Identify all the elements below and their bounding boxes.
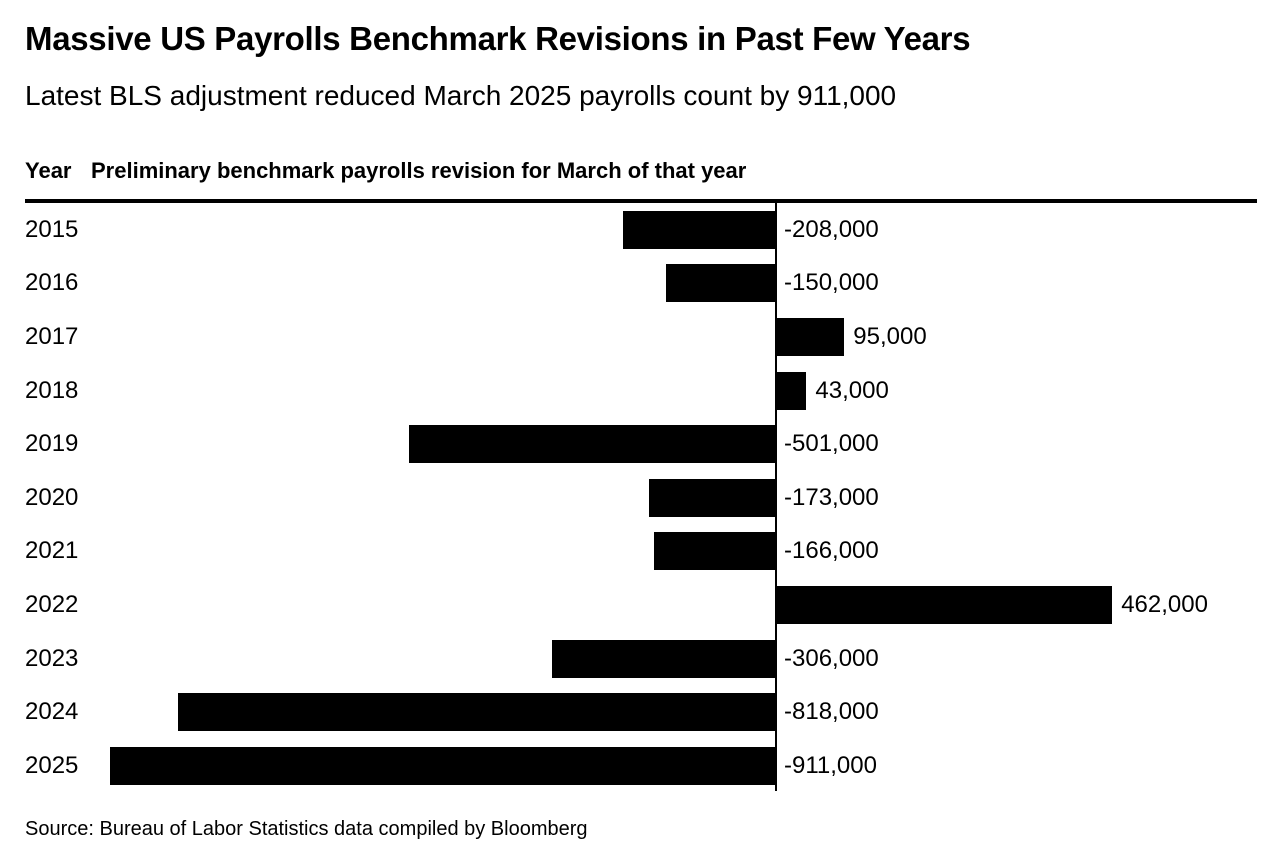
chart-row-2015: 2015 -208,000 (25, 203, 1257, 257)
bar-plot-area: -306,000 (110, 639, 1257, 678)
year-column-header: Year (25, 158, 72, 183)
bar-2015 (623, 210, 775, 249)
bar-2017 (775, 317, 845, 356)
bar-plot-area: -911,000 (110, 746, 1257, 785)
chart-row-2016: 2016 -150,000 (25, 257, 1257, 311)
bar-plot-area: -150,000 (110, 264, 1257, 303)
chart-row-2022: 2022 462,000 (25, 578, 1257, 632)
year-label: 2023 (25, 644, 79, 672)
chart-row-2018: 2018 43,000 (25, 364, 1257, 418)
value-column-header: Preliminary benchmark payrolls revision … (91, 158, 747, 183)
chart-row-2020: 2020 -173,000 (25, 471, 1257, 525)
bar-2018 (775, 371, 807, 410)
bar-2024 (177, 693, 775, 732)
value-label: 95,000 (853, 322, 927, 350)
chart-row-2023: 2023 -306,000 (25, 632, 1257, 686)
bar-2021 (653, 532, 775, 571)
bar-plot-area: 95,000 (110, 317, 1257, 356)
value-label: -173,000 (784, 483, 879, 511)
chart-row-2021: 2021 -166,000 (25, 525, 1257, 579)
year-label: 2021 (25, 537, 79, 565)
bar-plot-area: 43,000 (110, 371, 1257, 410)
value-label: -150,000 (784, 269, 879, 297)
bar-2025 (110, 746, 775, 785)
year-label: 2020 (25, 483, 79, 511)
value-label: -911,000 (784, 751, 877, 779)
zero-axis-line (775, 203, 777, 791)
bar-plot-area: 462,000 (110, 585, 1257, 624)
year-label: 2017 (25, 322, 79, 350)
chart-page: Massive US Payrolls Benchmark Revisions … (0, 20, 1282, 860)
header-rule (25, 199, 1257, 203)
year-label: 2018 (25, 376, 79, 404)
bar-2023 (551, 639, 775, 678)
year-label: 2015 (25, 215, 79, 243)
value-label: -166,000 (784, 537, 879, 565)
year-label: 2022 (25, 590, 79, 618)
bar-2016 (665, 264, 775, 303)
column-headers: Year Preliminary benchmark payrolls revi… (25, 158, 1257, 184)
bar-plot-area: -173,000 (110, 478, 1257, 517)
year-label: 2016 (25, 269, 79, 297)
bar-2019 (409, 425, 775, 464)
bar-plot-area: -208,000 (110, 210, 1257, 249)
chart-row-2024: 2024 -818,000 (25, 685, 1257, 739)
bar-plot-area: -166,000 (110, 532, 1257, 571)
value-label: 43,000 (815, 376, 889, 404)
bar-plot-area: -501,000 (110, 425, 1257, 464)
bar-2022 (775, 585, 1113, 624)
bar-plot-area: -818,000 (110, 693, 1257, 732)
year-label: 2025 (25, 751, 79, 779)
value-label: -208,000 (784, 215, 879, 243)
value-label: -306,000 (784, 644, 879, 672)
value-label: -818,000 (784, 698, 879, 726)
chart-rows: 2015 -208,000 2016 -150,000 2017 95,000 2018 43… (25, 203, 1257, 793)
chart-row-2025: 2025 -911,000 (25, 739, 1257, 793)
value-label: -501,000 (784, 430, 879, 458)
chart-subtitle: Latest BLS adjustment reduced March 2025… (25, 80, 897, 111)
chart-row-2019: 2019 -501,000 (25, 417, 1257, 471)
year-label: 2019 (25, 430, 79, 458)
year-label: 2024 (25, 698, 79, 726)
value-label: 462,000 (1121, 590, 1208, 618)
chart-title: Massive US Payrolls Benchmark Revisions … (25, 20, 971, 57)
chart-row-2017: 2017 95,000 (25, 310, 1257, 364)
bar-2020 (648, 478, 775, 517)
source-note: Source: Bureau of Labor Statistics data … (25, 818, 588, 840)
